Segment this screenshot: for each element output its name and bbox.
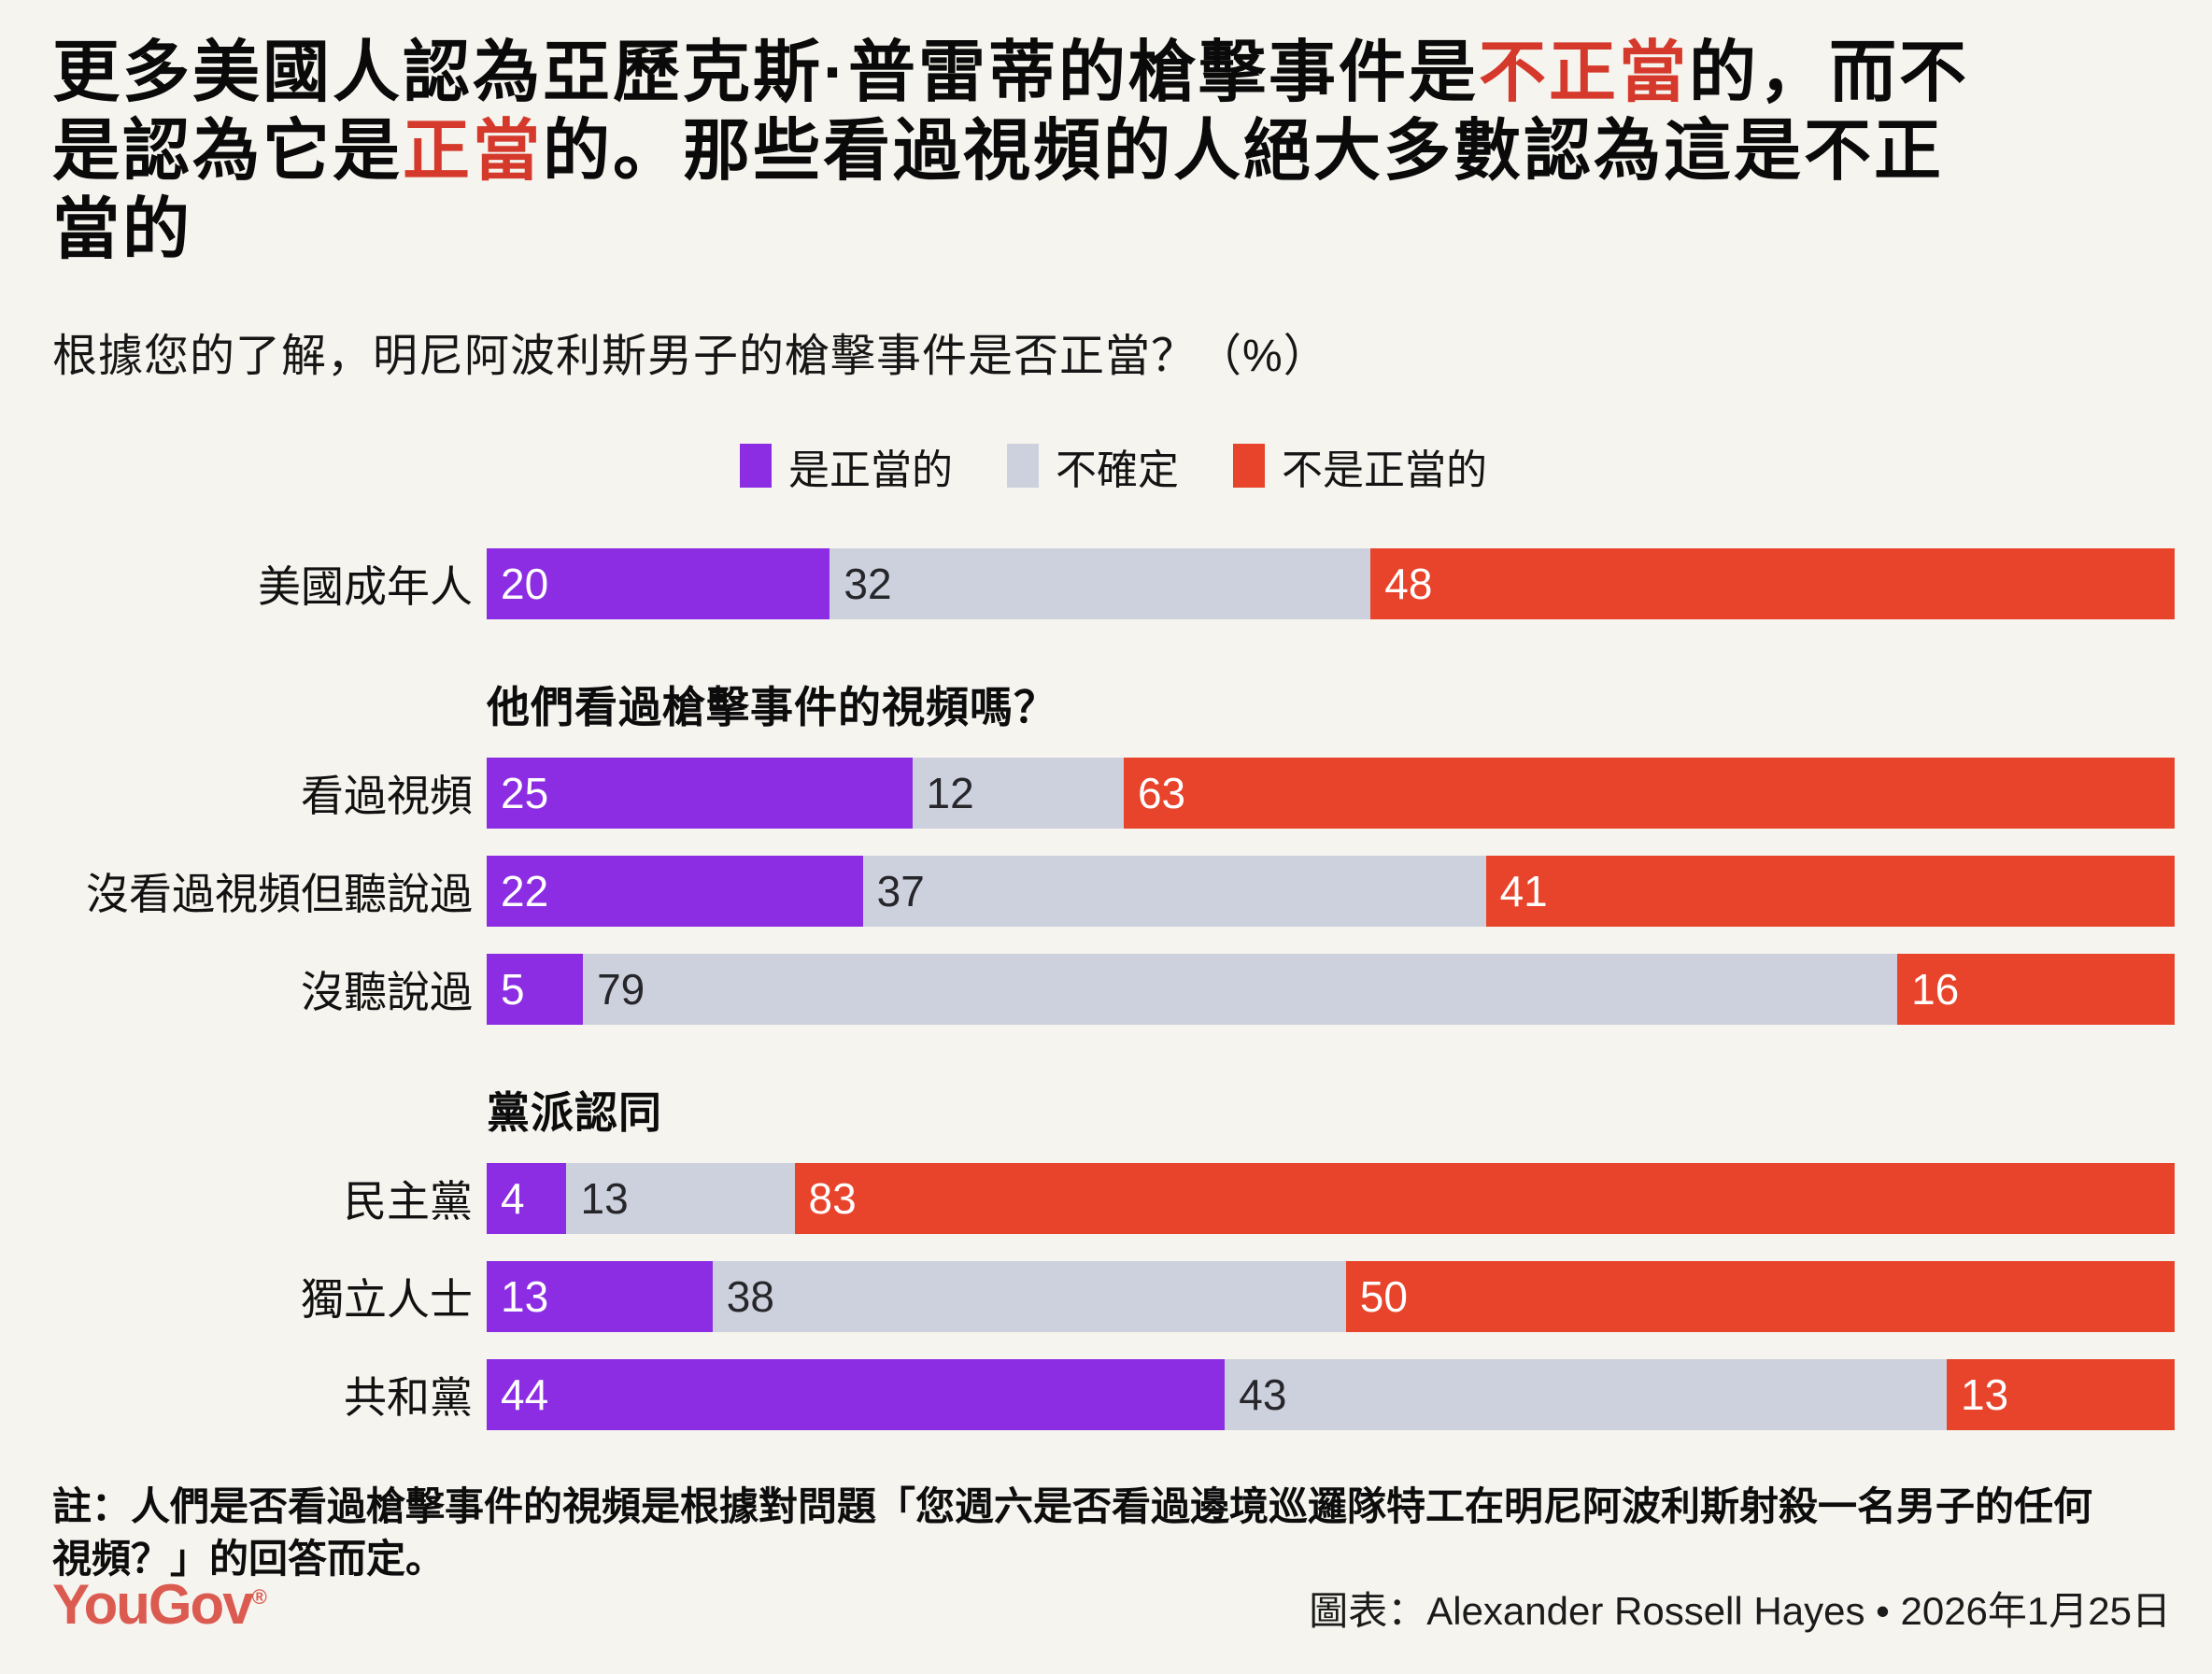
title-text: 的。那些看過視頻的人絕大多數認為這是不正 [543,114,1945,190]
bar-segment-不確定: 79 [583,953,1898,1025]
stacked-bar: 5 79 16 [487,953,2175,1025]
bar-segment-不確定: 12 [912,757,1124,829]
chart-credit: 圖表：Alexander Rossell Hayes • 2026年1月25日 [1309,1589,2171,1633]
title-line: 當的 [52,191,2175,269]
legend: 是正當的 不確定 不是正當的 [52,436,2175,496]
legend-label: 不是正當的 [1282,447,1487,493]
title-text: 更多美國人認為亞歷克斯·普雷蒂的槍擊事件是 [52,35,1479,110]
stacked-bar: 44 43 13 [487,1358,2175,1430]
stacked-bar: 22 37 41 [487,855,2175,927]
title-text: 是認為它是 [52,114,404,190]
bar-segment-是正當的: 20 [487,547,830,619]
legend-item: 不確定 [1007,436,1179,496]
bar-segment-是正當的: 22 [487,855,863,927]
bar-segment-不確定: 13 [566,1162,795,1234]
row-label: 獨立人士 [301,1274,473,1324]
legend-item: 是正當的 [740,436,953,496]
legend-label: 是正當的 [788,447,953,493]
footnote: 註：人們是否看過槍擊事件的視頻是根據對問題「您週六是否看過邊境巡邏隊特工在明尼阿… [52,1483,2093,1581]
legend-swatch [740,444,772,489]
bar-row: 民主黨 4 13 83 [52,1162,2175,1234]
bar-segment-是正當的: 25 [487,757,913,829]
bar-segment-不是正當的: 48 [1370,547,2176,619]
bar-segment-不確定: 37 [862,855,1486,927]
bar-row: 美國成年人 20 32 48 [52,547,2176,619]
legend-swatch [1007,444,1039,489]
bar-segment-不確定: 32 [830,547,1371,619]
yougov-logo-text: YouGov [52,1573,254,1636]
row-label: 美國成年人 [258,561,473,611]
bar-row: 看過視頻 25 12 63 [52,757,2175,829]
bar-row: 沒看過視頻但聽說過 22 37 41 [52,855,2175,927]
bar-segment-不是正當的: 13 [1946,1358,2175,1430]
stacked-bar: 20 32 48 [487,547,2176,619]
row-label: 沒聽說過 [301,967,473,1016]
row-label: 共和黨 [344,1372,473,1422]
bar-segment-是正當的: 5 [487,953,584,1025]
chart-title: 更多美國人認為亞歷克斯·普雷蒂的槍擊事件是不正當的，而不 是認為它是正當的。那些看… [52,34,2175,270]
legend-item: 不是正當的 [1233,436,1487,496]
title-text: 的，而不 [1689,35,1970,110]
bar-segment-是正當的: 4 [487,1162,567,1234]
yougov-logo: YouGov® [52,1572,267,1637]
legend-label: 不確定 [1056,447,1179,493]
bar-row: 共和黨 44 43 13 [52,1358,2175,1430]
bar-segment-是正當的: 44 [487,1358,1226,1430]
stacked-bar: 13 38 50 [487,1260,2176,1332]
row-label: 民主黨 [344,1176,473,1226]
stacked-bar: 4 13 83 [487,1162,2175,1234]
bar-segment-是正當的: 13 [487,1260,713,1332]
group-header: 黨派認同 [487,1087,662,1137]
title-highlight: 正當 [403,114,544,190]
title-highlight: 不正當 [1478,35,1689,110]
bar-row: 獨立人士 13 38 50 [52,1260,2176,1332]
title-text: 當的 [52,192,193,268]
bar-segment-不是正當的: 63 [1123,757,2175,829]
bar-segment-不確定: 43 [1225,1358,1947,1430]
stacked-bar-chart: 美國成年人 20 32 48 他們看過槍擊事件的視頻嗎？ 看過視頻 25 12 63 沒看過視頻但… [52,547,2176,1430]
title-line: 更多美國人認為亞歷克斯·普雷蒂的槍擊事件是不正當的，而不 [52,34,2175,112]
bar-segment-不是正當的: 16 [1897,953,2175,1025]
chart-subtitle: 根據您的了解，明尼阿波利斯男子的槍擊事件是否正當？（%） [52,331,1329,381]
stacked-bar: 25 12 63 [487,757,2175,829]
bar-segment-不是正當的: 50 [1345,1260,2176,1332]
bar-row: 沒聽說過 5 79 16 [52,953,2175,1025]
row-label: 沒看過視頻但聽說過 [86,869,473,918]
group-header: 他們看過槍擊事件的視頻嗎？ [487,682,1057,731]
footer: YouGov® 圖表：Alexander Rossell Hayes • 202… [52,1572,2171,1637]
row-label: 看過視頻 [301,771,473,820]
legend-swatch [1233,444,1265,489]
bar-segment-不確定: 38 [712,1260,1346,1332]
registered-mark: ® [251,1585,267,1609]
bar-segment-不是正當的: 83 [794,1162,2175,1234]
title-line: 是認為它是正當的。那些看過視頻的人絕大多數認為這是不正 [52,112,2175,191]
bar-segment-不是正當的: 41 [1485,855,2175,927]
